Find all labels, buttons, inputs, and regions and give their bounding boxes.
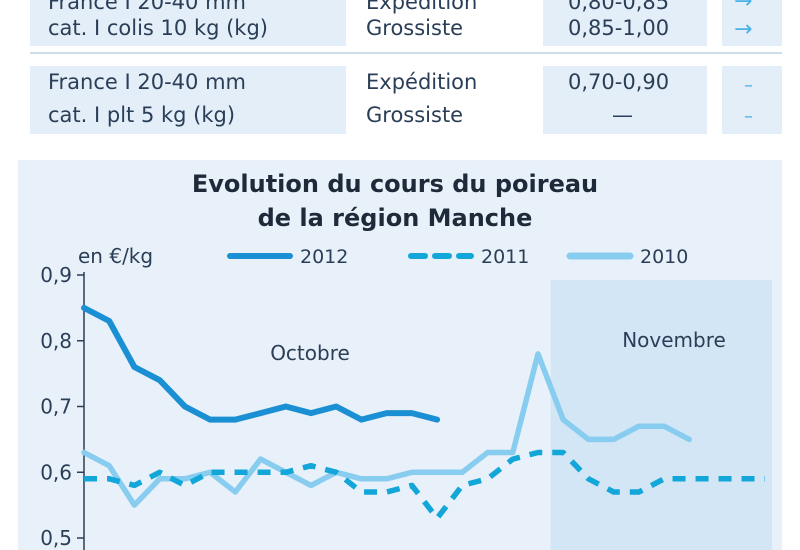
- row2-price-1: 0,70-0,90: [568, 70, 670, 94]
- row2-trend-bg: [722, 66, 782, 134]
- y-tick-label: 0,8: [40, 329, 72, 353]
- row1-stage-1: Expédition: [366, 0, 478, 14]
- row1-price-bg: [543, 0, 707, 46]
- legend: 2012 2011 2010: [227, 246, 688, 268]
- row1-stage-2: Grossiste: [366, 16, 464, 40]
- y-axis-unit-label: en €/kg: [78, 244, 153, 268]
- row1-price-1: 0,80-0,85: [568, 0, 670, 14]
- y-tick-label: 0,6: [40, 460, 72, 484]
- series-line-2012: [81, 304, 441, 423]
- row2-product-line-1: France I 20-40 mm: [48, 70, 246, 94]
- series-line-2011: [84, 449, 765, 522]
- row2-product-line-2: cat. I plt 5 kg (kg): [48, 103, 236, 127]
- row2-price-2: —: [612, 103, 633, 127]
- y-tick-label: 0,9: [40, 263, 72, 287]
- row2-price-bg: [543, 66, 707, 134]
- november-shaded-area: [550, 280, 772, 550]
- chart-title-line-2: de la région Manche: [258, 204, 533, 232]
- legend-label-2011: 2011: [481, 246, 529, 268]
- month-label-octobre: Octobre: [270, 341, 350, 365]
- y-tick-label: 0,5: [40, 526, 72, 550]
- legend-label-2010: 2010: [640, 246, 688, 268]
- month-label-novembre: Novembre: [622, 328, 726, 352]
- series-lines: [81, 304, 765, 522]
- row2-product-bg: [30, 66, 346, 134]
- row1-trend-2-arrow-right-icon: →: [734, 17, 753, 42]
- row2-trend-1-dash: –: [744, 75, 753, 96]
- row2-stage-1: Expédition: [366, 70, 478, 94]
- axes: 0,5 0,6 0,7 0,8 0,9: [40, 263, 85, 550]
- y-tick-label: 0,7: [40, 395, 72, 419]
- price-line-chart: Evolution du cours du poireau de la régi…: [40, 170, 772, 550]
- row1-trend-bg: [722, 0, 782, 46]
- row1-price-2: 0,85-1,00: [568, 16, 670, 40]
- chart-panel: Evolution du cours du poireau de la régi…: [18, 160, 782, 550]
- row2-stage-2: Grossiste: [366, 103, 464, 127]
- legend-label-2012: 2012: [300, 246, 348, 268]
- row1-product-line-2: cat. I colis 10 kg (kg): [48, 16, 268, 40]
- table-separator: [30, 52, 782, 54]
- series-line-2010: [81, 351, 693, 508]
- row1-product-bg: [30, 0, 346, 46]
- row1-product-line-1: France I 20-40 mm: [48, 0, 246, 14]
- chart-title-line-1: Evolution du cours du poireau: [192, 170, 598, 198]
- row1-trend-1-arrow-right-icon: →: [734, 0, 753, 14]
- row2-trend-2-dash: –: [744, 106, 753, 127]
